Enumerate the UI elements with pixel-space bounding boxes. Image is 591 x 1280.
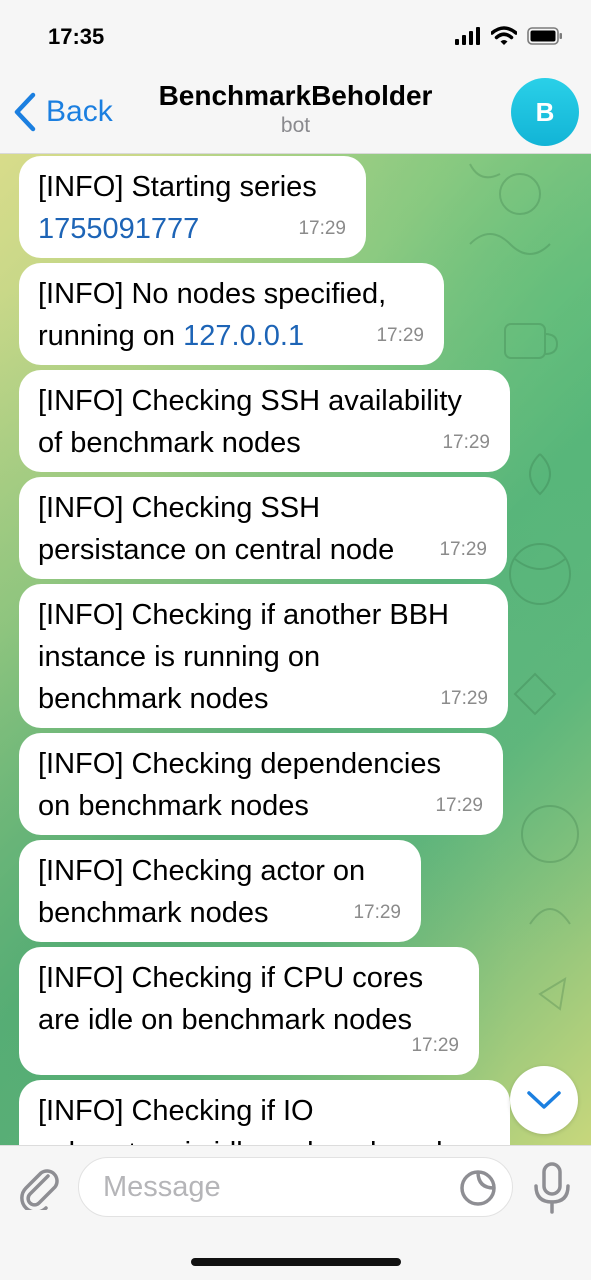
message-text: [INFO] Checking SSH availability: [38, 385, 462, 417]
series-link[interactable]: 1755091777: [38, 213, 200, 245]
scroll-down-button[interactable]: [510, 1066, 578, 1134]
message-time: 17:29: [376, 325, 424, 346]
message-bubble[interactable]: [INFO] Checking if IO subsystem is idle …: [19, 1080, 510, 1145]
message-text: are idle on benchmark nodes: [38, 1004, 413, 1036]
signal-icon: [455, 27, 480, 45]
chat-title: BenchmarkBeholder: [158, 80, 433, 111]
message-time: 17:29: [435, 795, 483, 816]
message-text: [INFO] Checking if CPU cores: [38, 962, 424, 994]
message-text: subsystem is idle on benchmark: [38, 1132, 490, 1145]
message-bubble[interactable]: [INFO] Checking actor on benchmark nodes…: [19, 840, 421, 942]
battery-icon: [527, 27, 562, 45]
message-text: [INFO] Checking if IO: [38, 1095, 314, 1127]
input-bar: [0, 1145, 591, 1280]
message-text: instance is running on: [38, 641, 321, 673]
message-bubble[interactable]: [INFO] Checking if CPU cores are idle on…: [19, 947, 479, 1075]
message-text: [INFO] Checking SSH: [38, 492, 321, 524]
paperclip-icon[interactable]: [18, 1164, 62, 1210]
message-time: 17:29: [440, 688, 488, 709]
message-text: on benchmark nodes: [38, 790, 309, 822]
message-bubble[interactable]: [INFO] Checking if another BBH instance …: [19, 584, 508, 728]
message-text: [INFO] Checking if another BBH: [38, 599, 449, 631]
chat-area[interactable]: [INFO] Starting series 1755091777 17:29 …: [0, 154, 591, 1145]
status-time: 17:35: [48, 24, 105, 49]
message-time: 17:29: [411, 1035, 459, 1056]
status-icons: [455, 26, 563, 46]
chevron-left-icon: [14, 92, 36, 132]
ip-link[interactable]: 127.0.0.1: [183, 320, 305, 352]
chat-title-block[interactable]: BenchmarkBeholder bot: [0, 80, 591, 138]
message-input[interactable]: [78, 1157, 513, 1217]
message-bubble[interactable]: [INFO] Starting series 1755091777 17:29: [19, 156, 366, 258]
message-text: persistance on central node: [38, 534, 395, 566]
home-indicator[interactable]: [191, 1258, 401, 1266]
message-time: 17:29: [353, 902, 401, 923]
message-text: 1755091777: [38, 208, 346, 250]
back-label: Back: [46, 95, 113, 128]
message-text: running on 127.0.0.1: [38, 320, 305, 352]
message-bubble[interactable]: [INFO] No nodes specified, running on 12…: [19, 263, 444, 365]
message-text: benchmark nodes: [38, 683, 269, 715]
message-text: [INFO] No nodes specified,: [38, 278, 387, 310]
message-time: 17:29: [439, 539, 487, 560]
message-text: [INFO] Checking dependencies: [38, 748, 441, 780]
message-text: benchmark nodes: [38, 897, 269, 929]
avatar[interactable]: B: [511, 78, 579, 146]
status-bar: 17:35: [0, 0, 591, 72]
microphone-icon[interactable]: [531, 1162, 573, 1214]
chevron-down-icon: [527, 1091, 561, 1109]
message-time: 17:29: [298, 218, 346, 239]
wifi-icon: [491, 26, 517, 45]
message-text: [INFO] Starting series: [38, 171, 317, 203]
message-text: [INFO] Checking actor on: [38, 855, 366, 887]
message-bubble[interactable]: [INFO] Checking SSH availability of benc…: [19, 370, 510, 472]
avatar-letter: B: [535, 96, 555, 127]
message-bubble[interactable]: [INFO] Checking SSH persistance on centr…: [19, 477, 507, 579]
chat-subtitle: bot: [280, 114, 311, 137]
message-text: of benchmark nodes: [38, 427, 301, 459]
message-time: 17:29: [442, 432, 490, 453]
chat-header: Back BenchmarkBeholder bot B: [0, 72, 591, 154]
sticker-icon[interactable]: [458, 1168, 498, 1208]
message-bubble[interactable]: [INFO] Checking dependencies on benchmar…: [19, 733, 503, 835]
back-button[interactable]: Back: [12, 92, 113, 132]
